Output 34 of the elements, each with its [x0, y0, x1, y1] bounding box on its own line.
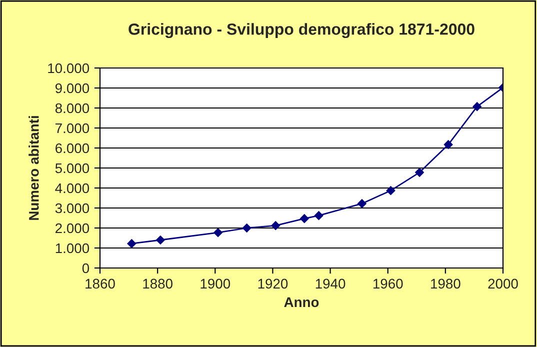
point — [415, 168, 424, 177]
x-tick-label: 1860 — [86, 278, 115, 289]
point — [214, 228, 222, 238]
point — [314, 211, 324, 220]
point — [386, 186, 396, 196]
y-tick-label: 5.000 — [55, 163, 90, 174]
y-tick-label: 6.000 — [56, 143, 90, 154]
x-tick-label: 1920 — [258, 278, 288, 289]
point — [300, 214, 309, 224]
y-tick-label: 3.000 — [55, 203, 90, 214]
y-tick-label: 1.000 — [56, 243, 90, 254]
y-tick-label: 7.000 — [56, 123, 90, 134]
x-tick-label: 1980 — [431, 278, 460, 289]
x-tick-label: 2000 — [488, 278, 518, 289]
x-tick-label: 1880 — [143, 278, 172, 289]
point — [472, 102, 482, 112]
point — [444, 140, 453, 150]
point — [156, 236, 165, 244]
chart-title: Gricignano - Sviluppo demografico 1871-2000 — [128, 23, 474, 38]
y-tick-label: 2.000 — [56, 223, 90, 234]
x-axis-title: Anno — [284, 297, 319, 308]
x-tick-label: 1960 — [373, 278, 403, 289]
y-tick-label: 9.000 — [55, 83, 90, 94]
point — [358, 199, 366, 208]
point — [242, 224, 252, 232]
point — [127, 239, 136, 248]
y-tick-label: 4.000 — [55, 183, 90, 194]
x-tick-label: 1940 — [316, 278, 346, 289]
y-axis-title: Numero abitanti — [28, 116, 39, 220]
x-tick-label: 1900 — [200, 278, 230, 289]
point — [271, 221, 280, 230]
y-tick-label: 8.000 — [55, 103, 90, 114]
y-tick-label: 10.000 — [48, 63, 90, 74]
y-tick-label: 0 — [82, 263, 90, 274]
